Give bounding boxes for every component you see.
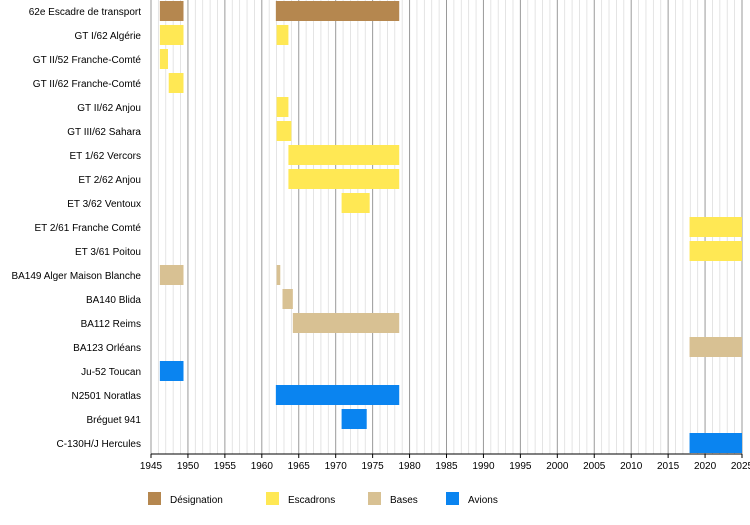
row-label: ET 1/62 Vercors bbox=[69, 151, 141, 162]
x-tick-label: 1985 bbox=[435, 461, 458, 472]
row-label: BA123 Orléans bbox=[73, 343, 141, 354]
row-label: BA149 Alger Maison Blanche bbox=[11, 271, 141, 282]
timeline-bar bbox=[689, 241, 742, 261]
row-label: Bréguet 941 bbox=[87, 415, 142, 426]
x-tick-label: 1975 bbox=[362, 461, 385, 472]
x-tick-label: 2000 bbox=[546, 461, 569, 472]
legend-swatch bbox=[266, 492, 279, 505]
timeline-bar bbox=[159, 361, 184, 381]
timeline-bar bbox=[159, 25, 184, 45]
row-label: GT III/62 Sahara bbox=[67, 127, 141, 138]
x-tick-label: 1955 bbox=[214, 461, 237, 472]
timeline-bar bbox=[159, 49, 168, 69]
timeline-bar bbox=[159, 1, 184, 21]
x-tick-label: 1970 bbox=[325, 461, 348, 472]
timeline-bar bbox=[276, 121, 292, 141]
row-label: ET 2/61 Franche Comté bbox=[34, 223, 141, 234]
legend-swatch bbox=[148, 492, 161, 505]
x-tick-label: 1945 bbox=[140, 461, 163, 472]
row-label: GT II/52 Franche-Comté bbox=[33, 55, 142, 66]
timeline-bar bbox=[292, 313, 400, 333]
timeline-bar bbox=[159, 265, 184, 285]
row-label: N2501 Noratlas bbox=[72, 391, 141, 402]
x-tick-label: 2025 bbox=[731, 461, 750, 472]
timeline-bar bbox=[288, 169, 400, 189]
grid bbox=[150, 0, 743, 454]
row-labels: 62e Escadre de transport GT I/62 Algérie G… bbox=[11, 7, 141, 450]
row-label: Ju-52 Toucan bbox=[81, 367, 141, 378]
x-tick-label: 1965 bbox=[288, 461, 311, 472]
row-label: GT II/62 Franche-Comté bbox=[33, 79, 142, 90]
row-label: 62e Escadre de transport bbox=[29, 7, 142, 18]
x-tick-label: 1980 bbox=[398, 461, 421, 472]
x-tick-label: 2015 bbox=[657, 461, 680, 472]
legend-label: Avions bbox=[468, 495, 498, 506]
legend-label: Escadrons bbox=[288, 495, 335, 506]
timeline-bar bbox=[689, 337, 742, 357]
legend-swatch bbox=[368, 492, 381, 505]
timeline-bar bbox=[282, 289, 293, 309]
timeline-bar bbox=[276, 25, 289, 45]
timeline-bar bbox=[275, 1, 400, 21]
legend-label: Désignation bbox=[170, 495, 223, 506]
x-tick-label: 2005 bbox=[583, 461, 606, 472]
row-label: ET 3/61 Poitou bbox=[75, 247, 141, 258]
timeline-bar bbox=[689, 433, 742, 453]
timeline-bar bbox=[275, 385, 400, 405]
x-tick-label: 2010 bbox=[620, 461, 643, 472]
timeline-bar bbox=[276, 97, 289, 117]
row-label: GT I/62 Algérie bbox=[74, 31, 141, 42]
x-tick-label: 1960 bbox=[251, 461, 274, 472]
row-label: ET 2/62 Anjou bbox=[78, 175, 141, 186]
x-tick-label: 1990 bbox=[472, 461, 495, 472]
timeline-bar bbox=[288, 145, 400, 165]
legend-swatch bbox=[446, 492, 459, 505]
timeline-bar bbox=[341, 193, 370, 213]
x-axis: 1945 1950 1955 1960 1965 1970 1975 1980 1985 1990… bbox=[140, 453, 750, 472]
timeline-bar bbox=[276, 265, 281, 285]
legend: Désignation Escadrons Bases Avions bbox=[148, 492, 498, 506]
x-tick-label: 2020 bbox=[694, 461, 717, 472]
bars bbox=[159, 1, 742, 453]
x-tick-label: 1950 bbox=[177, 461, 200, 472]
row-label: BA140 Blida bbox=[86, 295, 141, 306]
row-label: ET 3/62 Ventoux bbox=[67, 199, 141, 210]
legend-label: Bases bbox=[390, 495, 418, 506]
timeline-bar bbox=[168, 73, 184, 93]
x-tick-label: 1995 bbox=[509, 461, 532, 472]
row-label: GT II/62 Anjou bbox=[77, 103, 141, 114]
row-label: C-130H/J Hercules bbox=[57, 439, 141, 450]
timeline-bar bbox=[341, 409, 367, 429]
row-label: BA112 Reims bbox=[81, 319, 141, 330]
timeline-bar bbox=[689, 217, 742, 237]
